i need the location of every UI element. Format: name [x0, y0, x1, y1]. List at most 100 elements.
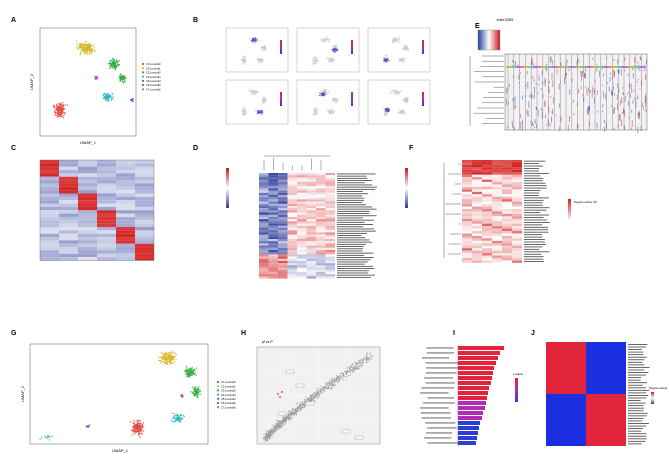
scatter-h-point [277, 427, 279, 429]
cnv-mark [640, 125, 642, 132]
heat-d-cell [268, 206, 278, 209]
heat-f-row-name [524, 224, 543, 226]
umap-a-point [110, 97, 112, 99]
umap-g-point [189, 370, 192, 373]
umap-a-point [59, 103, 61, 105]
panel-h-gene-tags [277, 369, 364, 440]
feature-point [323, 37, 325, 39]
heat-f-cell [502, 167, 512, 170]
heat-d-cell [278, 214, 288, 217]
heat-c-cell [40, 213, 59, 217]
heat-d-cell [325, 173, 335, 176]
feature-point [402, 61, 405, 63]
feature-point [403, 113, 405, 116]
heat-f-cell [512, 248, 522, 251]
umap-a-point [109, 66, 111, 69]
heat-j-row-name [628, 364, 645, 366]
feature-point [327, 39, 329, 41]
scatter-h-point [342, 375, 344, 377]
feature-point [330, 61, 332, 63]
heat-d-row-name [337, 243, 366, 245]
feature-point [243, 113, 245, 115]
heat-d-cell [259, 254, 269, 257]
heat-f-cell [482, 216, 492, 219]
heat-f-cell [512, 201, 522, 205]
heat-f-cell [512, 191, 522, 195]
heat-d-cell [259, 221, 269, 224]
feature-point-high [320, 94, 323, 97]
scatter-h-point [274, 432, 276, 434]
feature-point [335, 97, 337, 100]
heat-d-row-name [337, 197, 365, 199]
cnv-mark [597, 110, 599, 113]
heat-c-cell [59, 200, 78, 204]
heat-d-cell [259, 175, 269, 178]
umap-a-point [132, 100, 134, 103]
scatter-h-point [267, 434, 269, 436]
heat-j-row-name [628, 344, 648, 345]
scatter-h-point [320, 391, 322, 393]
feature-point [332, 61, 334, 63]
heat-c-cell [78, 186, 97, 191]
heat-d-cell [297, 199, 307, 202]
heat-d-cell [306, 208, 316, 211]
heat-d-cell [325, 232, 335, 235]
feature-point [315, 108, 317, 110]
cnv-mark [588, 120, 590, 127]
cnv-mark [609, 77, 611, 82]
heat-c-cell [97, 193, 116, 197]
scatter-h-point [290, 410, 292, 412]
heat-d-cell [325, 272, 335, 275]
umap-a-point [108, 97, 110, 99]
heat-f-cell [462, 238, 472, 241]
scatter-h-point [294, 411, 296, 413]
heat-d-cell [259, 247, 269, 250]
scatter-h-point [360, 364, 363, 366]
panel-i-bars [458, 346, 504, 445]
cnv-mark [551, 111, 553, 114]
scatter-h-point [311, 399, 314, 401]
feature-plot-axes [367, 79, 431, 125]
feature-point [403, 111, 405, 113]
heat-c-cell [59, 180, 78, 184]
scatter-h-point [266, 431, 268, 433]
heat-d-row-name [337, 274, 375, 276]
feature-point [403, 112, 405, 114]
heat-d-cell [297, 239, 307, 242]
umap-g-point [175, 416, 178, 418]
umap-g-point [188, 369, 191, 371]
cnv-annotation [614, 66, 618, 68]
panel-label: E [475, 23, 480, 30]
scatter-h-point [320, 389, 323, 391]
umap-g-point [132, 434, 134, 436]
heat-d-cell [325, 175, 335, 178]
umap-a-point [58, 109, 60, 111]
heat-f-cell [462, 248, 472, 251]
heat-c-cell [135, 160, 154, 164]
heat-f-cell [462, 194, 472, 197]
cnv-mark [515, 104, 516, 109]
heat-j-row-name [628, 410, 644, 412]
panel-j-block-bottom-left [546, 394, 586, 446]
heat-c-cell [97, 230, 116, 234]
scatter-h-point [277, 424, 279, 426]
heat-f-row-name [524, 236, 543, 238]
feature-point [408, 96, 410, 99]
cnv-mark [550, 57, 551, 63]
heat-d-cell [259, 256, 269, 259]
heat-d-cell [287, 221, 297, 224]
heat-f-cell [462, 177, 472, 180]
feature-point [402, 99, 404, 101]
umap-g-point [132, 422, 134, 424]
cnv-mark [518, 74, 520, 80]
scatter-h-point [268, 438, 270, 440]
heat-c-cell [135, 210, 154, 214]
heat-j-row-name [628, 372, 649, 373]
cnv-mark [579, 71, 581, 74]
heat-d-cell [287, 232, 297, 235]
heat-c-cell [135, 166, 154, 171]
umap-a-point [109, 62, 111, 65]
scatter-h-point [352, 367, 354, 370]
scatter-h-point [326, 387, 329, 389]
heat-d-cell [325, 206, 335, 209]
